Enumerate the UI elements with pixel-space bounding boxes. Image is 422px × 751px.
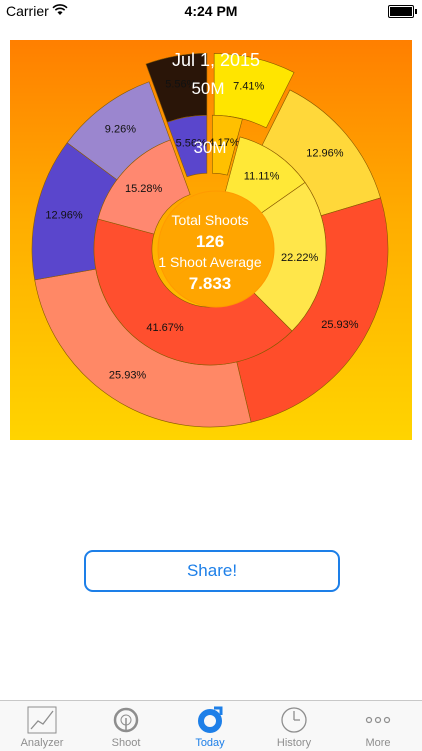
tab-history[interactable]: History [252,701,336,751]
average-value: 7.833 [189,274,232,293]
center-disc [157,190,275,308]
tab-bar: Analyzer Shoot Today History More [0,700,422,751]
share-button[interactable]: Share! [84,550,340,592]
30m-ring-label-5: 5.56% [176,138,207,150]
ring-label-inner: 30M [193,138,226,157]
total-shoots-value: 126 [196,232,224,251]
chart-line-icon [27,706,57,734]
tab-shoot-label: Shoot [111,737,141,749]
tab-analyzer[interactable]: Analyzer [0,701,84,751]
more-dots-icon [365,716,391,724]
tab-today-label: Today [195,737,225,749]
50m-ring-label-2: 25.93% [321,319,359,331]
30m-ring-segment-5 [166,114,208,178]
wifi-icon [52,3,68,19]
battery-icon [388,5,417,18]
chart-panel: 7.41% 12.96% 25.93% 25.93% 12.96% 9.26% 5.56% 4… [10,40,412,440]
30m-ring-label-0: 4.17% [209,137,240,149]
50m-ring-label-3: 25.93% [109,369,147,381]
50m-ring-label-6: 5.56% [165,79,196,91]
30m-ring-segment-4 [97,139,191,235]
50m-ring-label-0: 7.41% [233,81,264,93]
50m-ring-label-4: 12.96% [45,209,83,221]
ring-label-outer: 50M [191,79,224,98]
donut-icon [198,706,223,733]
status-bar: Carrier 4:24 PM [0,0,422,22]
30m-ring-segment-0 [212,114,243,176]
50m-ring-label-1: 12.96% [306,148,344,160]
30m-ring-label-1: 11.11% [244,170,280,182]
carrier-label: Carrier [6,3,49,19]
chart-title: Jul 1, 2015 [172,50,260,70]
30m-ring-label-4: 15.28% [125,183,163,195]
total-shoots-label: Total Shoots [171,212,248,228]
tab-history-label: History [276,737,312,749]
shoot-donut-chart: 7.41%12.96%25.93%25.93%12.96%9.26%5.56%4… [31,50,389,428]
tab-analyzer-label: Analyzer [20,737,64,749]
clock-icon [281,707,307,733]
30m-ring-label-3: 41.67% [146,322,184,334]
target-icon [113,707,139,733]
30m-ring-segment-3 [93,218,293,366]
tab-shoot[interactable]: Shoot [84,701,168,751]
tab-more-label: More [365,737,391,749]
30m-ring-label-2: 22.22% [281,252,319,264]
clock-time: 4:24 PM [184,3,238,19]
tab-more[interactable]: More [336,701,420,751]
average-label: 1 Shoot Average [158,254,261,270]
tab-today[interactable]: Today [168,701,252,751]
50m-ring-label-5: 9.26% [105,124,136,136]
